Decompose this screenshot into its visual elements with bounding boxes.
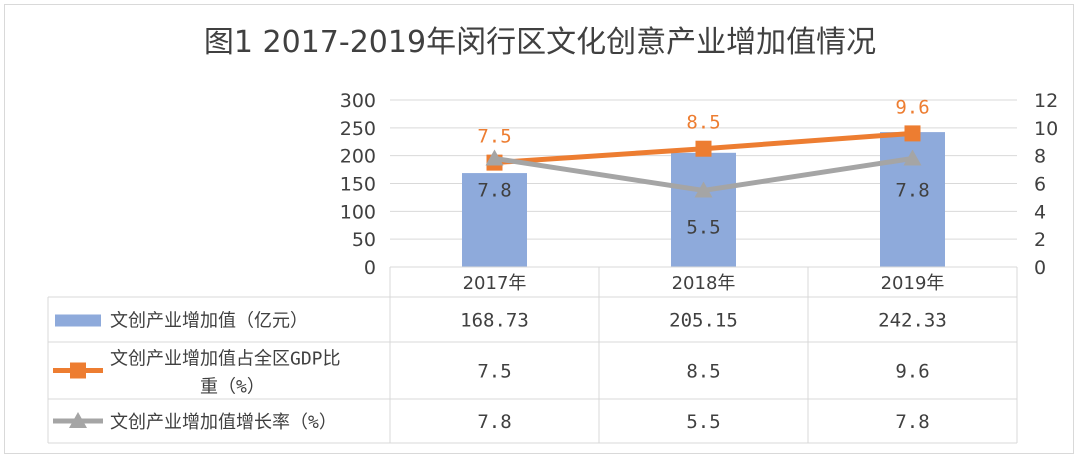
data-label: 7.5 (477, 126, 511, 148)
series-name: 文创产业增加值增长率（%） (110, 412, 337, 433)
left-tick-label: 0 (364, 257, 376, 279)
table-cell: 9.6 (895, 361, 929, 383)
table-cell: 7.5 (477, 361, 511, 383)
right-tick-label: 4 (1034, 201, 1046, 223)
right-tick-label: 10 (1034, 118, 1058, 140)
chart-frame (4, 4, 1074, 454)
table-cell: 7.8 (895, 411, 929, 433)
line-point (485, 149, 504, 166)
table-cell: 7.8 (477, 411, 511, 433)
category-label: 2018年 (672, 273, 736, 294)
right-tick-label: 8 (1034, 146, 1046, 168)
table-cell: 242.33 (878, 310, 947, 332)
line-point (904, 125, 921, 142)
data-label: 8.5 (686, 112, 720, 134)
legend-key-marker (69, 412, 87, 428)
data-label: 7.8 (477, 179, 511, 201)
bar (671, 152, 736, 267)
line-series (485, 125, 922, 198)
bar (462, 173, 527, 267)
line-point (903, 149, 922, 166)
right-tick-label: 12 (1034, 90, 1058, 112)
right-tick-label: 2 (1034, 229, 1046, 251)
table-cell: 205.15 (669, 310, 738, 332)
chart-title: 图1 2017-2019年闵行区文化创意产业增加值情况 (204, 25, 876, 60)
data-labels: 7.5 8.5 9.6 7.8 5.5 7.8 (477, 96, 929, 238)
bar-series (462, 132, 945, 267)
data-label: 5.5 (686, 216, 720, 238)
right-axis-ticks: 12 10 8 6 4 2 0 (1034, 90, 1058, 279)
legend-key-marker (70, 362, 86, 379)
legend-key-bar (55, 314, 101, 327)
series-name: 文创产业增加值占全区GDP比 (110, 349, 341, 370)
left-tick-label: 200 (340, 146, 376, 168)
left-tick-label: 50 (352, 229, 376, 251)
right-tick-label: 0 (1034, 257, 1046, 279)
series-name: 文创产业增加值（亿元） (110, 311, 308, 332)
left-axis-ticks: 300 250 200 150 100 50 0 (340, 90, 376, 279)
category-label: 2017年 (463, 273, 527, 294)
right-tick-label: 6 (1034, 174, 1046, 196)
series-name: 重（%） (200, 377, 265, 398)
table-cell: 5.5 (686, 411, 720, 433)
line-point (695, 140, 712, 157)
category-label: 2019年 (881, 273, 945, 294)
left-tick-label: 100 (340, 201, 376, 223)
table-cell: 8.5 (686, 361, 720, 383)
line-point (694, 181, 713, 198)
table-cell: 168.73 (460, 310, 529, 332)
data-label: 7.8 (895, 179, 929, 201)
left-tick-label: 300 (340, 90, 376, 112)
left-tick-label: 250 (340, 118, 376, 140)
left-tick-label: 150 (340, 174, 376, 196)
data-label: 9.6 (895, 96, 929, 118)
